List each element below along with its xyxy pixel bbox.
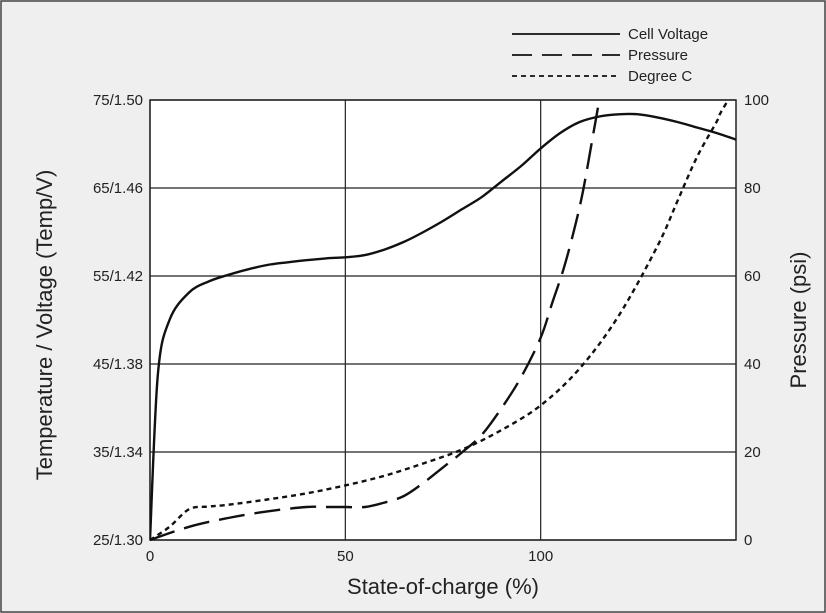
y-left-tick-label: 75/1.50 (93, 92, 143, 109)
y-right-tick-label: 100 (744, 92, 769, 109)
y-left-tick-label: 65/1.46 (93, 180, 143, 197)
legend-label: Pressure (628, 47, 688, 64)
y-right-tick-label: 0 (744, 532, 752, 549)
series-line-cell-voltage (150, 112, 736, 541)
y-right-tick-label: 20 (744, 444, 761, 461)
y-right-tick-label: 60 (744, 268, 761, 285)
legend-label: Cell Voltage (628, 26, 708, 43)
legend-label: Degree C (628, 68, 692, 85)
y-left-axis-title: Temperature / Voltage (Temp/V) (32, 170, 57, 481)
plot-border (149, 99, 737, 541)
y-right-axis-title: Pressure (psi) (786, 252, 811, 389)
x-axis-title: State-of-charge (%) (347, 574, 539, 599)
y-left-tick-label: 45/1.38 (93, 356, 143, 373)
series-line-pressure (150, 99, 601, 542)
y-left-tick-label: 35/1.34 (93, 444, 143, 461)
y-left-tick-label: 25/1.30 (93, 532, 143, 549)
y-left-tick-label: 55/1.42 (93, 268, 143, 285)
series-line-degree-c (150, 99, 730, 541)
y-right-tick-label: 80 (744, 180, 761, 197)
plot-background (150, 100, 736, 540)
x-tick-label: 0 (146, 548, 154, 565)
x-tick-label: 100 (528, 548, 553, 565)
y-right-tick-label: 40 (744, 356, 761, 373)
x-tick-label: 50 (337, 548, 354, 565)
